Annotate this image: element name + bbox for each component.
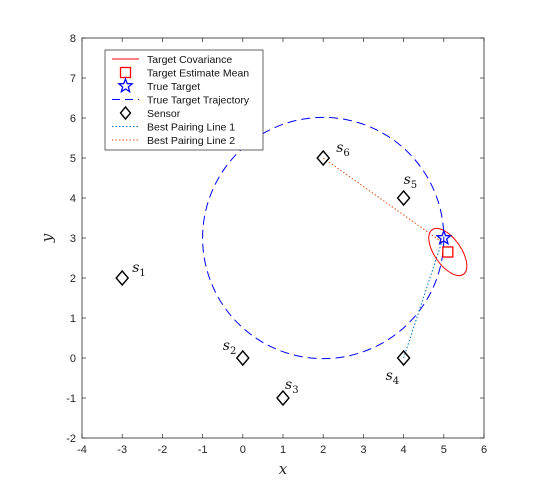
y-tick-label: 2 (70, 273, 76, 285)
y-tick-label: 7 (70, 73, 76, 85)
x-tick-label: 6 (481, 444, 487, 456)
legend-entry: True Target Trajectory (112, 95, 250, 107)
true-target-trajectory (202, 116, 445, 360)
y-tick-label: 3 (70, 233, 76, 245)
sensor-marker (396, 189, 411, 207)
x-tick-label: 1 (280, 444, 286, 456)
y-tick-label: 8 (70, 33, 76, 45)
x-tick-label: -1 (198, 444, 208, 456)
legend-symbol (119, 105, 132, 121)
legend-label: Target Covariance (147, 54, 232, 66)
sensor-marker (316, 149, 331, 167)
x-tick-label: 4 (401, 444, 407, 456)
sensor-marker (235, 349, 250, 367)
legend-entry: Best Pairing Line 2 (112, 135, 235, 147)
y-tick-label: 4 (70, 193, 76, 205)
target-estimate-mean-marker (442, 246, 454, 258)
legend-label: True Target Trajectory (147, 95, 250, 107)
x-axis-label: x (279, 460, 288, 478)
legend-entry: True Target (117, 77, 200, 94)
sensor-label-subscript: 3 (292, 385, 298, 396)
sensor-marker (276, 389, 290, 407)
axis-ticks: -4 -3 -2 -1 0 1 2 3 4 5 6 -2 -1 0 1 2 3 4 5 6 7 8 (66, 33, 487, 456)
y-tick-label: -2 (66, 433, 76, 445)
x-tick-label: 0 (240, 444, 246, 456)
x-tick-label: -4 (77, 444, 87, 456)
y-tick-label: 1 (70, 313, 76, 325)
target-covariance-ellipse (428, 227, 468, 277)
legend-label: True Target (147, 81, 200, 93)
sensor-label-subscript: 5 (411, 180, 417, 191)
true-target-marker (435, 229, 453, 246)
y-tick-label: -1 (66, 393, 76, 405)
legend-label: Best Pairing Line 2 (147, 135, 235, 147)
sensor-label-subscript: 2 (230, 346, 236, 357)
x-tick-label: 3 (360, 444, 366, 456)
sensor-label-subscript: 6 (343, 148, 349, 159)
best-pairing-line-1 (403, 241, 443, 359)
sensor-label-subscript: 1 (139, 268, 145, 279)
sensor-marker (396, 349, 411, 367)
y-tick-label: 6 (70, 113, 76, 125)
legend-label: Target Estimate Mean (147, 68, 249, 80)
legend-entry: Best Pairing Line 1 (112, 122, 235, 134)
y-tick-label: 0 (70, 353, 76, 365)
y-tick-label: 5 (70, 153, 76, 165)
legend-label: Best Pairing Line 1 (147, 122, 235, 134)
legend-entry: Sensor (119, 105, 181, 121)
x-tick-label: 5 (441, 444, 447, 456)
sensor-label-subscript: 4 (393, 376, 399, 387)
legend-entry: Target Covariance (112, 54, 232, 66)
x-tick-label: -3 (117, 444, 127, 456)
y-axis-label: y (38, 233, 56, 243)
sensor-marker (115, 269, 130, 287)
legend-label: Sensor (147, 108, 181, 120)
x-tick-label: -2 (158, 444, 168, 456)
legend-symbol (117, 77, 134, 94)
x-tick-label: 2 (320, 444, 326, 456)
